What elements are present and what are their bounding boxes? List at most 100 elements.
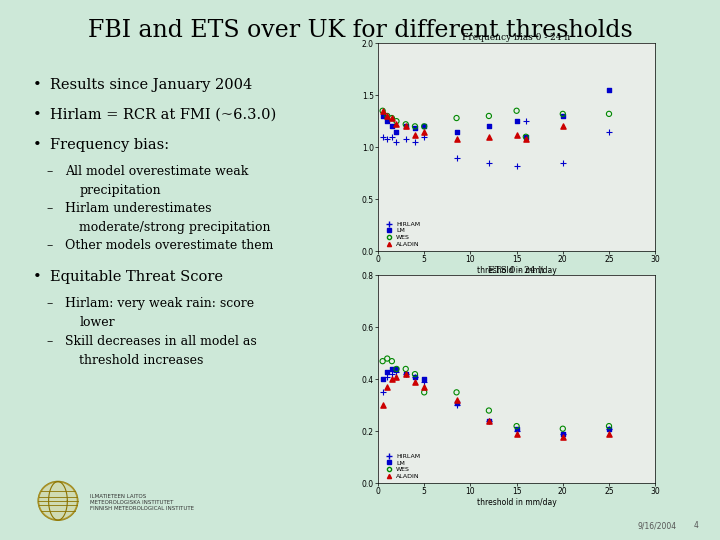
Point [451,134,462,143]
Point [377,375,388,383]
Point [483,158,495,167]
Point [409,370,420,379]
Text: Skill decreases in all model as: Skill decreases in all model as [65,335,256,348]
Point [557,430,569,438]
Text: threshold increases: threshold increases [79,354,204,367]
Text: Hirlam: very weak rain: score: Hirlam: very weak rain: score [65,297,254,310]
Point [400,134,412,143]
Point [400,364,412,373]
Point [483,122,495,131]
Point [451,396,462,404]
Point [386,114,397,123]
Point [377,112,388,120]
Point [418,377,430,386]
Point [409,138,420,146]
Text: 4: 4 [693,521,698,530]
Point [511,130,523,139]
Point [520,134,531,143]
Point [386,370,397,379]
Text: Hirlam = RCR at FMI (~6.3.0): Hirlam = RCR at FMI (~6.3.0) [50,108,276,122]
Point [400,120,412,129]
Text: –: – [47,165,53,178]
Text: •: • [32,108,41,122]
Point [386,122,397,131]
Point [511,427,523,436]
Point [418,122,430,131]
Point [409,377,420,386]
Point [603,127,615,136]
Point [391,127,402,136]
Point [451,388,462,397]
Point [391,364,402,373]
Text: Frequency bias:: Frequency bias: [50,138,169,152]
Point [483,112,495,120]
Circle shape [38,482,78,520]
Point [603,424,615,433]
Point [511,430,523,438]
Point [400,370,412,379]
Point [386,375,397,383]
Title: ETS 0 - 24 h: ETS 0 - 24 h [488,266,545,275]
Point [377,106,388,115]
Point [377,132,388,141]
Text: precipitation: precipitation [79,184,161,197]
Text: Results since January 2004: Results since January 2004 [50,78,253,92]
Point [382,112,393,120]
Point [603,110,615,118]
Point [451,153,462,162]
Text: –: – [47,239,53,252]
Text: •: • [32,138,41,152]
Point [382,383,393,391]
Point [603,422,615,430]
Point [382,117,393,125]
Point [418,388,430,397]
Text: ILMATIETEEN LAITOS
METEOROLOGISKA INSTITUTET
FINNISH METEOROLOGICAL INSTITUTE: ILMATIETEEN LAITOS METEOROLOGISKA INSTIT… [90,494,194,511]
Point [409,373,420,381]
Point [418,132,430,141]
Point [483,132,495,141]
Point [603,86,615,94]
Point [400,122,412,131]
Point [483,406,495,415]
Point [603,424,615,433]
Point [418,122,430,131]
Point [400,122,412,131]
Point [409,124,420,133]
Point [451,127,462,136]
Point [520,117,531,125]
Point [483,417,495,426]
Text: –: – [47,335,53,348]
Point [511,117,523,125]
Point [377,106,388,115]
Point [377,357,388,366]
X-axis label: threshold in mm/day: threshold in mm/day [477,266,557,275]
Text: •: • [32,78,41,92]
Point [386,114,397,123]
Point [520,132,531,141]
Point [400,370,412,379]
Point [409,373,420,381]
Text: –: – [47,297,53,310]
Text: All model overestimate weak: All model overestimate weak [65,165,248,178]
Point [511,422,523,430]
Point [391,367,402,376]
Point [386,357,397,366]
Point [557,110,569,118]
Point [382,112,393,120]
Point [451,401,462,410]
Point [557,430,569,438]
Point [391,373,402,381]
Text: moderate/strong precipitation: moderate/strong precipitation [79,221,271,234]
Point [409,130,420,139]
Text: Hirlam underestimates: Hirlam underestimates [65,202,211,215]
Point [377,401,388,410]
Point [400,370,412,379]
Text: lower: lower [79,316,114,329]
Point [511,161,523,170]
Point [557,432,569,441]
Point [483,417,495,426]
Text: •: • [32,270,41,284]
Title: Frequency bias 0 - 24 h: Frequency bias 0 - 24 h [462,33,571,43]
Point [382,373,393,381]
Point [557,122,569,131]
